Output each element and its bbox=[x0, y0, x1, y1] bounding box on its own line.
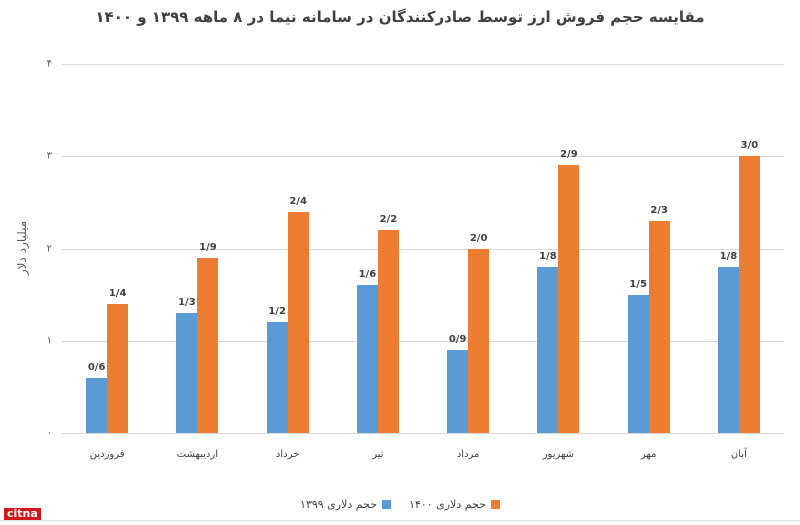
bar bbox=[738, 156, 760, 433]
x-tick-label: مرداد bbox=[456, 449, 480, 460]
bar bbox=[648, 220, 670, 433]
bar bbox=[537, 266, 559, 433]
data-label: 2/4 bbox=[289, 195, 307, 207]
data-label: 0/9 bbox=[448, 333, 467, 345]
data-label: 0/6 bbox=[87, 361, 106, 373]
data-label: 1/8 bbox=[719, 250, 738, 262]
plot-area: ۰ ۱ ۲ ۳ ۴ 0/6 1/4 1/3 1/9 1/2 2/4 1/6 2/2 0/9 2/0 1/8 2/… bbox=[47, 59, 784, 439]
legend-label-1399: حجم دلاری ۱۳۹۹ bbox=[300, 498, 377, 511]
data-label: 3/0 bbox=[740, 140, 759, 152]
x-tick-label: خرداد bbox=[275, 449, 300, 460]
bar bbox=[717, 266, 739, 433]
legend-swatch-orange bbox=[490, 500, 500, 509]
legend-label-1400: حجم دلاری ۱۴۰۰ bbox=[409, 498, 486, 511]
data-label: 1/2 bbox=[268, 306, 286, 318]
x-tick-label: شهریور bbox=[542, 449, 575, 460]
bar bbox=[176, 313, 198, 433]
divider bbox=[0, 520, 800, 521]
chart-title: مقایسه حجم فروش ارز توسط صادرکنندگان در … bbox=[95, 8, 705, 26]
bar bbox=[287, 211, 309, 433]
bar bbox=[197, 257, 219, 433]
y-tick-label: ۰ bbox=[46, 427, 52, 439]
bar bbox=[447, 349, 469, 433]
data-label: 1/9 bbox=[199, 241, 217, 253]
data-label: 2/2 bbox=[379, 214, 398, 226]
legend-swatch-blue bbox=[382, 500, 391, 509]
bar bbox=[627, 294, 649, 433]
gridline bbox=[62, 64, 784, 65]
bar bbox=[86, 377, 108, 433]
x-tick-label: تیر bbox=[372, 449, 384, 460]
y-tick-label: ۴ bbox=[46, 58, 52, 70]
gridline bbox=[62, 340, 784, 342]
data-label: 1/6 bbox=[358, 269, 377, 281]
bar bbox=[468, 248, 490, 433]
bar bbox=[377, 230, 399, 433]
data-label: 1/5 bbox=[629, 278, 647, 290]
data-label: 2/0 bbox=[469, 232, 488, 244]
gridline bbox=[62, 248, 784, 250]
x-tick-label: آبان bbox=[730, 449, 747, 460]
bar bbox=[266, 322, 288, 433]
gridline bbox=[62, 433, 784, 434]
legend-item-1399: حجم دلاری ۱۳۹۹ bbox=[300, 498, 391, 511]
gridline bbox=[62, 156, 784, 158]
x-tick-label: فروردین bbox=[89, 449, 125, 460]
y-tick-label: ۲ bbox=[46, 243, 52, 254]
data-label: 2/9 bbox=[560, 149, 578, 161]
y-axis-label: میلیارد دلار bbox=[15, 220, 29, 276]
bar bbox=[356, 285, 378, 433]
x-tick-label: اردیبهشت bbox=[176, 449, 218, 460]
bar bbox=[558, 165, 580, 433]
x-tick-label: مهر bbox=[640, 449, 657, 460]
citna-logo: citna bbox=[4, 508, 41, 520]
legend: حجم دلاری ۱۴۰۰ حجم دلاری ۱۳۹۹ bbox=[0, 498, 800, 511]
data-label: 2/3 bbox=[650, 204, 668, 216]
data-label: 1/4 bbox=[108, 287, 127, 299]
data-label: 1/8 bbox=[539, 250, 557, 262]
y-tick-label: ۱ bbox=[46, 335, 52, 347]
data-label: 1/3 bbox=[178, 297, 196, 309]
bar bbox=[107, 303, 129, 433]
y-tick-label: ۳ bbox=[46, 150, 52, 162]
legend-item-1400: حجم دلاری ۱۴۰۰ bbox=[409, 498, 500, 511]
